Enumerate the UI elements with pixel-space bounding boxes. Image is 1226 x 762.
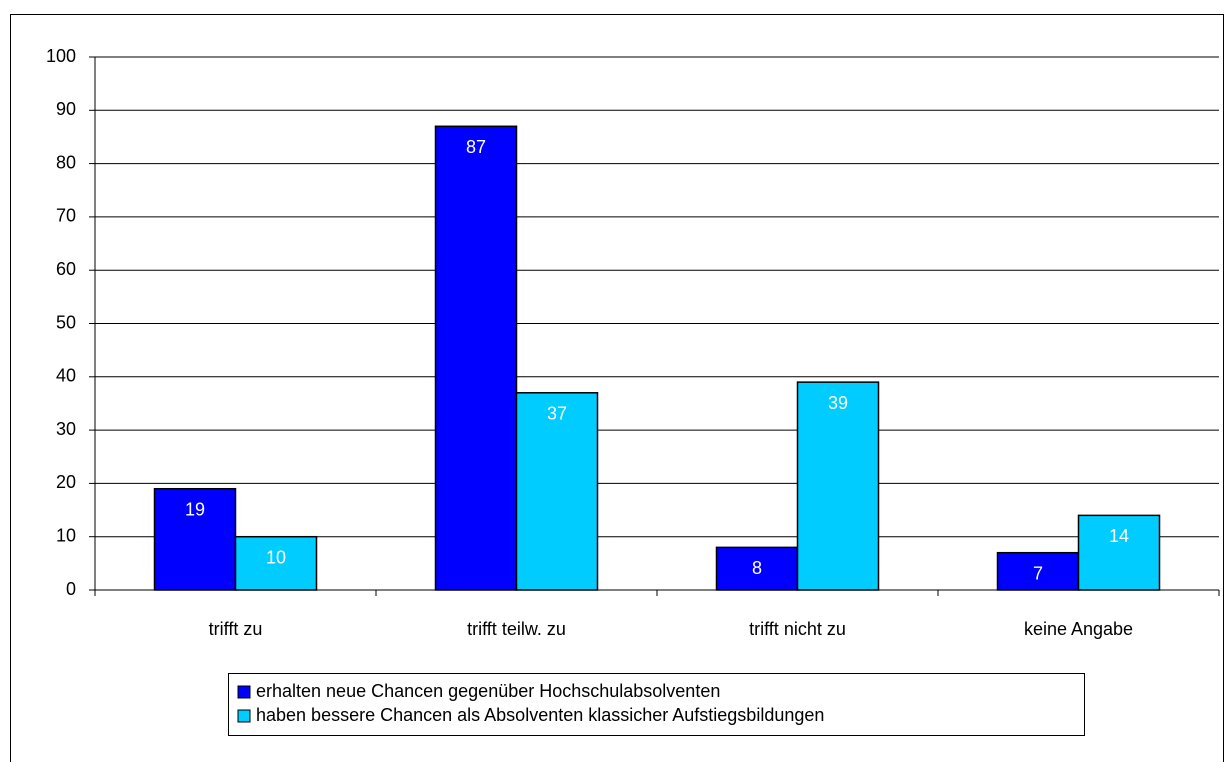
legend-label: erhalten neue Chancen gegenüber Hochschu… — [256, 681, 720, 701]
bar — [153, 487, 237, 591]
bar — [515, 392, 599, 591]
bar — [1077, 514, 1161, 591]
y-tick-label: 20 — [56, 472, 76, 492]
value-label: 14 — [1109, 526, 1129, 546]
y-tick-label: 70 — [56, 206, 76, 226]
y-tick-label: 10 — [56, 525, 76, 545]
y-tick-label: 40 — [56, 366, 76, 386]
bar — [234, 535, 318, 591]
y-tick-label: 80 — [56, 152, 76, 172]
x-tick-label: trifft zu — [209, 619, 263, 639]
bar — [996, 551, 1080, 591]
legend-swatch — [237, 685, 251, 699]
value-label: 8 — [752, 558, 762, 578]
x-tick-label: trifft nicht zu — [749, 619, 846, 639]
y-tick-label: 100 — [46, 46, 76, 66]
value-label: 87 — [466, 137, 486, 157]
y-tick-label: 60 — [56, 259, 76, 279]
bar — [715, 546, 799, 591]
legend-swatch — [237, 709, 251, 723]
value-label: 37 — [547, 404, 567, 424]
y-tick-label: 0 — [66, 579, 76, 599]
value-label: 39 — [828, 393, 848, 413]
x-tick-label: keine Angabe — [1024, 619, 1133, 639]
value-label: 7 — [1033, 563, 1043, 583]
legend-label: haben bessere Chancen als Absolventen kl… — [256, 705, 824, 725]
value-label: 10 — [266, 547, 286, 567]
bar — [434, 125, 518, 591]
value-label: 19 — [185, 499, 205, 519]
legend-box — [228, 673, 1085, 736]
bar — [796, 381, 880, 591]
chart-frame — [10, 14, 1224, 762]
y-tick-label: 30 — [56, 419, 76, 439]
x-tick-label: trifft teilw. zu — [467, 619, 566, 639]
y-tick-label: 50 — [56, 312, 76, 332]
y-tick-label: 90 — [56, 99, 76, 119]
